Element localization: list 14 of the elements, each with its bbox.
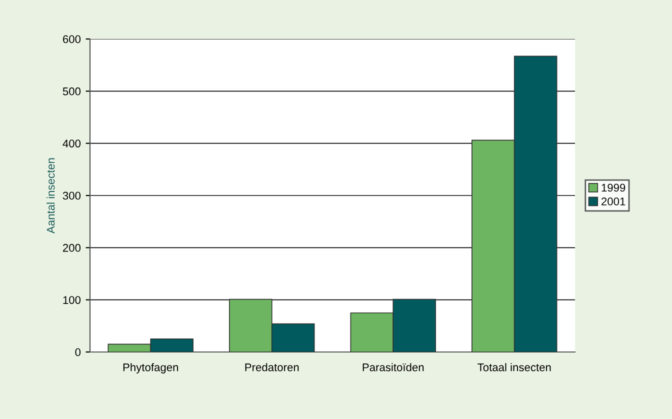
legend-label: 1999 [602,184,626,192]
y-tick-label: 200 [62,244,81,252]
x-tick-label: Parasitoïden [362,363,424,372]
x-tick-label: Totaal insecten [478,363,551,372]
x-tick-label: Predatoren [245,363,299,372]
y-tick-label: 0 [75,348,81,356]
y-tick-label: 600 [63,35,81,44]
y-tick-label: 400 [62,140,81,148]
x-tick-label: Phytofagen [123,363,178,374]
y-tick-label: 100 [63,296,81,304]
y-tick-label: 500 [62,87,81,96]
y-tick-label: 300 [62,192,81,200]
y-axis-title: Aantal insecten [46,158,55,234]
legend-label: 2001 [602,198,626,206]
